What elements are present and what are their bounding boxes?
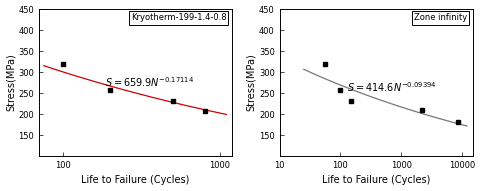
Text: Zone infinity: Zone infinity xyxy=(414,13,467,23)
Text: $S = 414.6N^{-0.09394}$: $S = 414.6N^{-0.09394}$ xyxy=(348,80,437,94)
X-axis label: Life to Failure (Cycles): Life to Failure (Cycles) xyxy=(81,176,190,185)
Text: $S = 659.9N^{-0.17114}$: $S = 659.9N^{-0.17114}$ xyxy=(105,76,194,89)
X-axis label: Life to Failure (Cycles): Life to Failure (Cycles) xyxy=(322,176,430,185)
Y-axis label: Stress(MPa): Stress(MPa) xyxy=(6,54,15,111)
Text: Kryotherm-199-1.4-0.8: Kryotherm-199-1.4-0.8 xyxy=(131,13,227,23)
Y-axis label: Stress(MPa): Stress(MPa) xyxy=(246,54,256,111)
